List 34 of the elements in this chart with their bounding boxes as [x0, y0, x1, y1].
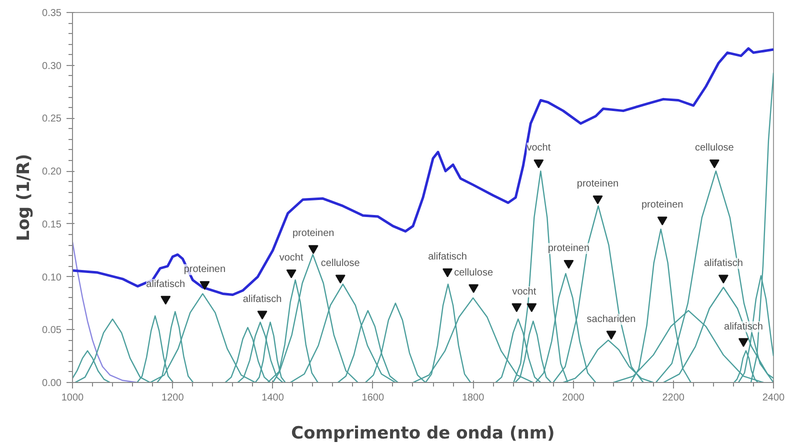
- annotation: alifatisch: [704, 258, 743, 269]
- y-tick-label: 0.30: [42, 60, 62, 72]
- x-axis-title: Comprimento de onda (nm): [291, 424, 555, 444]
- annotation: proteinen: [292, 228, 334, 240]
- y-tick-label: 0.15: [42, 219, 62, 230]
- annotation: proteinen: [184, 264, 226, 276]
- x-tick-label: 1200: [162, 392, 184, 404]
- annotation: proteinen: [548, 243, 590, 254]
- y-tick-label: 0.00: [42, 378, 62, 389]
- annotation: alifatisch: [242, 294, 282, 305]
- annotation: cellulose: [454, 267, 494, 278]
- y-tick-label: 0.10: [42, 272, 62, 284]
- annotation: proteinen: [576, 178, 619, 190]
- y-tick-label: 0.05: [42, 325, 62, 336]
- y-tick-label: 0.20: [42, 166, 62, 178]
- x-tick-label: 2200: [662, 392, 685, 404]
- y-axis-title: Log (1/R): [14, 154, 34, 242]
- annotation: cellulose: [694, 142, 734, 154]
- annotation: alifatisch: [724, 321, 763, 332]
- x-tick-label: 2000: [562, 392, 585, 404]
- x-tick-label: 1000: [61, 392, 84, 404]
- x-tick-label: 1400: [262, 392, 284, 404]
- x-tick-label: 1800: [462, 392, 485, 404]
- annotation: alifatisch: [146, 278, 186, 290]
- annotation: vocht: [512, 286, 536, 298]
- annotation: proteinen: [641, 200, 684, 211]
- annotation: alifatisch: [428, 252, 467, 262]
- annotation: vocht: [279, 252, 304, 264]
- y-tick-label: 0.35: [42, 8, 62, 19]
- annotation: sachariden: [586, 314, 636, 325]
- x-tick-label: 2400: [762, 392, 786, 404]
- annotation: cellulose: [320, 258, 360, 269]
- y-tick-label: 0.25: [42, 114, 62, 125]
- x-tick-label: 1600: [362, 392, 384, 404]
